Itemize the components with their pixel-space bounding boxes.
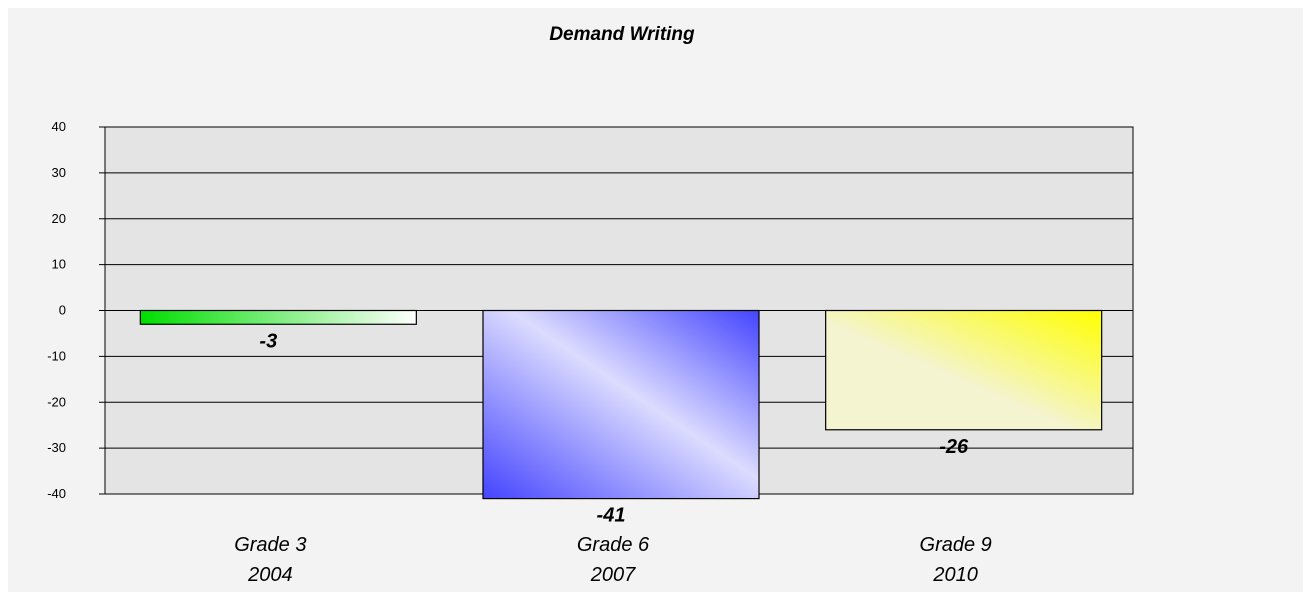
y-tick-label: 10 bbox=[52, 257, 66, 272]
y-tick-label: -20 bbox=[47, 394, 66, 409]
bar-grade-6 bbox=[482, 309, 760, 500]
value-labels: -3 -41 -26 bbox=[259, 330, 969, 526]
x-category-year: 2010 bbox=[932, 564, 978, 586]
chart-container: Demand Writing 40 30 20 10 0 -10 -20 -30 -40 -3-… bbox=[8, 8, 1303, 592]
y-tick-label: 20 bbox=[52, 211, 66, 226]
data-label: -26 bbox=[939, 436, 969, 458]
y-tick-label: -40 bbox=[47, 486, 66, 501]
x-category-year: 2004 bbox=[247, 564, 293, 586]
x-category-label: Grade 6 bbox=[577, 534, 650, 556]
x-category-year: 2007 bbox=[590, 564, 636, 586]
chart-title: Demand Writing bbox=[549, 24, 695, 45]
y-tick-label: -10 bbox=[47, 348, 66, 363]
x-category-label: Grade 9 bbox=[920, 534, 992, 556]
y-axis-ticks: 40 30 20 10 0 -10 -20 -30 -40 bbox=[47, 119, 105, 501]
category-labels: Grade 3 2004 Grade 6 2007 Grade 9 2010 bbox=[234, 534, 992, 586]
x-category-label: Grade 3 bbox=[234, 534, 306, 556]
bar-grade-9 bbox=[825, 309, 1103, 431]
y-tick-label: -30 bbox=[47, 440, 66, 455]
data-label: -41 bbox=[597, 505, 626, 527]
bar-grade-3 bbox=[139, 309, 417, 325]
y-tick-label: 30 bbox=[52, 165, 66, 180]
bars bbox=[139, 309, 1103, 500]
y-tick-label: 0 bbox=[59, 303, 66, 318]
y-tick-label: 40 bbox=[52, 119, 66, 134]
data-label: -3 bbox=[259, 330, 277, 352]
